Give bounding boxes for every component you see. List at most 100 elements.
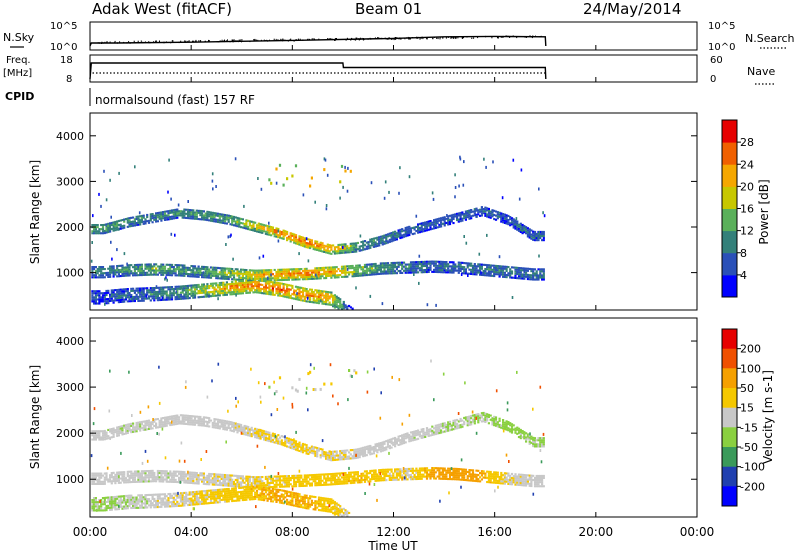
power-cell — [151, 269, 154, 272]
power-cell — [227, 291, 230, 294]
nsearch-point — [284, 39, 286, 41]
power-cell — [241, 218, 244, 221]
power-cell — [532, 274, 535, 277]
velocity-cell — [144, 506, 147, 509]
velocity-cell — [211, 501, 214, 504]
velocity-cell — [149, 506, 152, 509]
velocity-cell — [183, 471, 186, 474]
power-cell — [91, 268, 94, 271]
nsearch-point — [346, 37, 348, 40]
power-cell — [326, 245, 329, 248]
velocity-cell — [105, 496, 108, 499]
velocity-cell — [153, 471, 156, 474]
nsearch-point — [388, 37, 390, 39]
power-cell — [178, 285, 181, 288]
power-cell — [298, 296, 301, 299]
velocity-cell — [101, 503, 105, 506]
power-cell — [101, 266, 105, 269]
power-cell — [112, 267, 115, 270]
power-cell — [406, 226, 409, 229]
power-cell — [215, 275, 218, 278]
power-cell — [195, 273, 198, 276]
power-cell — [110, 271, 113, 274]
power-cell — [431, 262, 434, 265]
power-cell — [169, 290, 172, 293]
power-cell — [140, 287, 143, 290]
power-cell — [178, 270, 181, 273]
power-cell — [135, 263, 138, 266]
power-cell — [287, 284, 290, 287]
power-cell — [326, 270, 329, 273]
power-cell — [385, 235, 388, 238]
power-cell — [284, 234, 287, 237]
velocity-cell — [243, 427, 246, 430]
power-cell — [291, 297, 294, 300]
power-cell — [342, 245, 345, 248]
velocity-cell — [169, 474, 172, 477]
power-cell — [236, 272, 239, 275]
power-cell — [204, 289, 207, 292]
power-cell — [170, 265, 174, 268]
power-cell — [241, 272, 244, 275]
power-cell — [268, 284, 271, 287]
velocity-cell — [170, 501, 174, 504]
power-cell — [170, 294, 174, 297]
power-cell — [335, 299, 338, 302]
power-cell — [528, 232, 531, 235]
power-cell — [542, 211, 544, 215]
power-cell — [441, 267, 444, 270]
power-cell — [91, 296, 94, 299]
velocity-cell — [232, 430, 236, 433]
power-cell — [383, 264, 386, 267]
nsearch-point — [232, 41, 234, 43]
power-cell — [325, 207, 328, 211]
velocity-cell — [103, 507, 106, 510]
power-cell — [505, 218, 508, 221]
velocity-cell — [209, 475, 213, 478]
power-cell — [199, 267, 202, 270]
velocity-cell — [163, 497, 167, 500]
power-cell — [310, 239, 313, 242]
power-cell — [467, 274, 469, 277]
power-cell — [163, 218, 167, 221]
nsearch-point — [249, 40, 251, 43]
velocity-cell — [100, 509, 103, 512]
power-cell — [126, 288, 129, 291]
power-cell — [399, 230, 402, 233]
power-cell — [116, 291, 119, 294]
velocity-cell — [199, 494, 202, 497]
power-cell — [415, 214, 418, 218]
velocity-cell — [181, 418, 184, 421]
power-cell — [530, 270, 533, 273]
power-cell — [275, 235, 278, 238]
velocity-cell — [132, 498, 135, 501]
velocity-cell — [121, 427, 124, 430]
power-cell — [193, 296, 197, 299]
power-cell — [215, 266, 218, 269]
velocity-cell — [132, 500, 135, 503]
power-cell — [144, 273, 147, 276]
power-cell — [208, 219, 211, 222]
power-cell — [181, 297, 184, 300]
velocity-cell — [101, 432, 105, 435]
power-cell — [339, 306, 342, 309]
power-cell — [156, 212, 159, 215]
power-cell — [231, 274, 234, 277]
power-cell — [526, 235, 529, 238]
velocity-cell — [206, 474, 209, 477]
velocity-cell — [250, 435, 253, 438]
velocity-cell — [126, 481, 129, 484]
velocity-cell — [140, 470, 143, 473]
velocity-cell — [188, 501, 191, 504]
power-cell — [300, 297, 303, 300]
power-cell — [411, 233, 414, 236]
nsearch-point — [407, 36, 409, 39]
velocity-cell — [109, 474, 112, 477]
velocity-cell — [213, 501, 216, 504]
power-cell — [222, 217, 225, 220]
power-cell — [117, 288, 120, 291]
power-cell — [286, 285, 289, 288]
nsearch-point — [416, 37, 418, 39]
power-cell — [378, 268, 381, 271]
power-cell — [457, 212, 460, 215]
